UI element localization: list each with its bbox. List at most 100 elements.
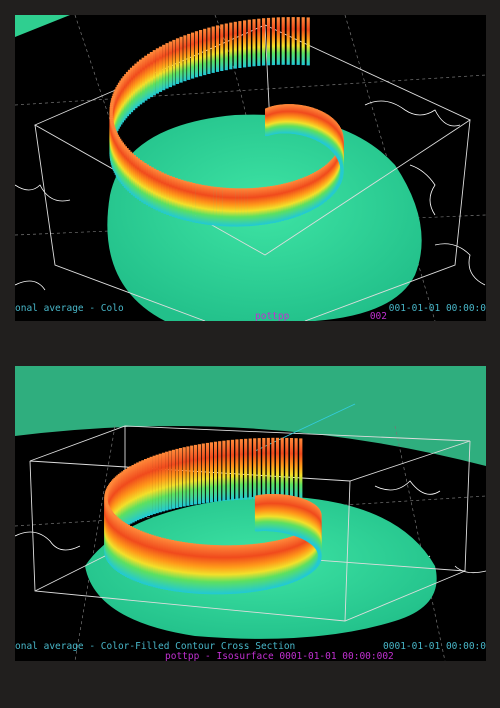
ribbon-strip	[150, 167, 154, 208]
ribbon-strip	[270, 186, 274, 224]
ribbon-strip	[186, 181, 190, 221]
ribbon-strip	[271, 541, 275, 589]
render-panel: onal average - Colo 001-01-01 00:00:0 po…	[15, 15, 486, 321]
ribbon-strip	[275, 185, 279, 223]
ribbon-strip	[163, 173, 167, 214]
ribbon-strip	[166, 174, 170, 215]
ribbon-strip	[257, 438, 261, 500]
ribbon-strip	[284, 538, 288, 585]
ribbon-strip	[260, 543, 264, 591]
ribbon-strip	[243, 20, 247, 68]
ribbon-strip	[136, 61, 140, 107]
ribbon-strip	[125, 71, 130, 117]
ribbon-strip	[148, 534, 152, 586]
ribbon-strip	[165, 451, 169, 511]
ribbon-strip	[258, 187, 262, 225]
ribbon-strip	[266, 17, 271, 66]
ribbon-strip	[254, 495, 259, 532]
ribbon-strip	[182, 447, 186, 507]
caption: pottpp	[255, 311, 290, 321]
ribbon-strip	[143, 532, 147, 585]
ribbon-strip	[126, 525, 131, 578]
ribbon-strip	[125, 524, 129, 577]
ribbon-strip	[168, 539, 172, 591]
ribbon-strip	[201, 184, 205, 224]
ribbon-strip	[276, 540, 280, 588]
ribbon-strip	[245, 544, 249, 593]
ribbon-strip	[141, 57, 145, 103]
ribbon-strip	[211, 26, 215, 73]
ribbon-strip	[291, 17, 295, 65]
ribbon-strip	[119, 472, 123, 530]
caption: 0001-01-01 00:00:0	[383, 641, 486, 652]
ribbon-strip	[127, 149, 131, 192]
ribbon-strip	[130, 153, 134, 195]
ribbon-strip	[312, 173, 316, 209]
ribbon-strip	[209, 442, 213, 503]
ribbon-strip	[230, 439, 235, 501]
ribbon-strip	[252, 19, 256, 67]
ribbon-strip	[129, 151, 133, 193]
ribbon-strip	[158, 171, 162, 212]
ribbon-strip	[132, 528, 136, 581]
ribbon-strip	[247, 19, 251, 67]
ribbon-strip	[168, 41, 172, 88]
ribbon-strip	[216, 187, 220, 226]
ribbon-strip	[125, 468, 129, 526]
ribbon-strip	[276, 17, 280, 65]
ribbon-strip	[121, 521, 125, 575]
ribbon-strip	[213, 186, 217, 226]
ribbon-strip	[315, 171, 319, 207]
ribbon-strip	[222, 187, 226, 227]
ribbon-strip	[235, 439, 239, 500]
ribbon-strip	[161, 452, 166, 512]
ribbon-strip	[205, 442, 209, 503]
ribbon-strip	[129, 466, 133, 524]
ribbon-strip	[295, 180, 299, 217]
ribbon-strip	[176, 541, 180, 592]
ribbon-strip	[237, 545, 241, 594]
ribbon-strip	[233, 21, 237, 69]
ribbon-strip	[168, 450, 172, 510]
ribbon-strip	[219, 187, 223, 227]
ribbon-strip	[265, 108, 269, 137]
ribbon-strip	[271, 437, 275, 500]
render-view: onal average - Color-Filled Contour Cros…	[15, 366, 486, 661]
ribbon-strip	[297, 179, 301, 216]
ribbon-strip	[262, 438, 266, 500]
ribbon-strip	[138, 461, 142, 520]
ribbon-strip	[286, 17, 290, 65]
ribbon-strip	[132, 65, 136, 111]
ribbon-strip	[255, 187, 260, 226]
ribbon-strip	[145, 533, 149, 586]
ribbon-strip	[127, 467, 131, 525]
ribbon-strip	[280, 437, 284, 500]
ribbon-strip	[299, 178, 304, 215]
ribbon-strip	[306, 175, 310, 213]
ribbon-strip	[229, 22, 233, 70]
render-panel: onal average - Color-Filled Contour Cros…	[15, 366, 486, 661]
ribbon-strip	[123, 146, 127, 188]
ribbon-strip	[247, 544, 251, 593]
ribbon-strip	[247, 188, 251, 227]
ribbon-strip	[127, 69, 132, 115]
ribbon-strip	[133, 463, 137, 522]
ribbon-strip	[293, 535, 297, 582]
ribbon-strip	[178, 448, 183, 508]
ribbon-strip	[131, 465, 135, 523]
ribbon-strip	[220, 24, 224, 71]
ribbon-strip	[165, 43, 169, 89]
ribbon-strip	[184, 542, 188, 593]
ribbon-strip	[229, 545, 233, 594]
ribbon-strip	[231, 545, 235, 594]
ribbon-strip	[183, 35, 187, 82]
ribbon-strip	[224, 23, 228, 71]
caption: 001-01-01 00:00:0	[389, 303, 486, 314]
ribbon-strip	[287, 537, 292, 584]
ribbon-strip	[314, 172, 318, 208]
ribbon-strip	[152, 535, 157, 588]
ribbon-strip	[273, 540, 278, 588]
ribbon-strip	[283, 183, 287, 221]
ribbon-strip	[255, 543, 259, 592]
ribbon-strip	[238, 188, 242, 227]
